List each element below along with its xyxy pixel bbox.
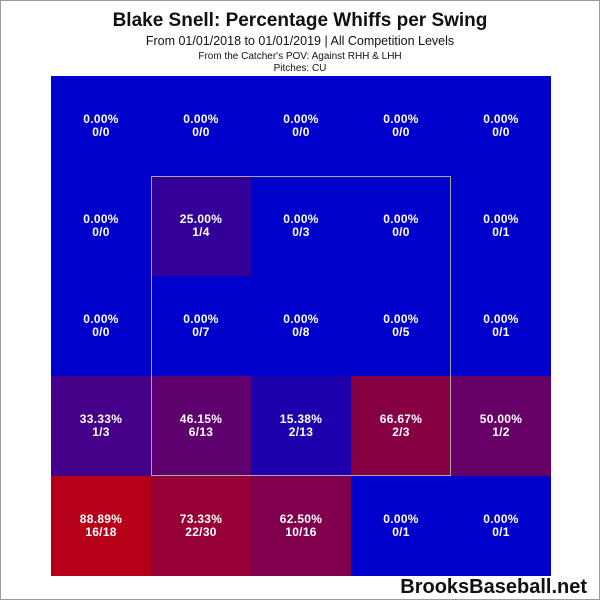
cell-percentage-label: 0.00% [483, 112, 519, 126]
cell-percentage-label: 0.00% [483, 212, 519, 226]
cell-percentage-label: 88.89% [79, 512, 123, 526]
heatmap-cell: 0.00% 0/7 [151, 276, 251, 376]
pov-note: From the Catcher's POV: Against RHH & LH… [198, 51, 402, 62]
cell-count-label: 0/1 [392, 525, 410, 539]
cell-percentage-label: 0.00% [183, 112, 219, 126]
heatmap-cell: 62.50% 10/16 [251, 476, 351, 576]
cell-count-label: 0/0 [92, 225, 110, 239]
heatmap-cell: 0.00% 0/0 [351, 176, 451, 276]
cell-count-label: 0/7 [192, 325, 210, 339]
cell-count-label: 10/16 [285, 525, 317, 539]
cell-percentage-label: 0.00% [483, 312, 519, 326]
pitches-note: Pitches: CU [273, 63, 327, 74]
heatmap-cell: 50.00% 1/2 [451, 376, 551, 476]
cell-count-label: 0/0 [92, 325, 110, 339]
cell-percentage-label: 15.38% [279, 412, 323, 426]
cell-percentage-label: 0.00% [83, 112, 119, 126]
cell-count-label: 6/13 [188, 425, 214, 439]
heatmap-cell: 0.00% 0/0 [351, 76, 451, 176]
cell-percentage-label: 0.00% [383, 212, 419, 226]
cell-count-label: 0/0 [192, 125, 210, 139]
cell-count-label: 0/0 [392, 225, 410, 239]
cell-percentage-label: 50.00% [479, 412, 523, 426]
heatmap-cell: 73.33% 22/30 [151, 476, 251, 576]
cell-count-label: 2/13 [288, 425, 314, 439]
heatmap-cell: 0.00% 0/1 [451, 276, 551, 376]
heatmap-cell: 0.00% 0/1 [451, 476, 551, 576]
cell-count-label: 1/4 [192, 225, 210, 239]
cell-percentage-label: 0.00% [383, 512, 419, 526]
cell-percentage-label: 0.00% [283, 112, 319, 126]
cell-count-label: 0/0 [492, 125, 510, 139]
chart-subtitle: From 01/01/2018 to 01/01/2019 | All Comp… [145, 34, 455, 48]
heatmap-cell: 0.00% 0/0 [51, 276, 151, 376]
watermark: BrooksBaseball.net [400, 576, 587, 598]
cell-count-label: 22/30 [185, 525, 217, 539]
cell-percentage-label: 0.00% [83, 312, 119, 326]
cell-percentage-label: 62.50% [279, 512, 323, 526]
heatmap-cell: 46.15% 6/13 [151, 376, 251, 476]
cell-percentage-label: 0.00% [83, 212, 119, 226]
cell-percentage-label: 0.00% [283, 312, 319, 326]
heatmap-cell: 0.00% 0/0 [251, 76, 351, 176]
cell-percentage-label: 0.00% [383, 312, 419, 326]
cell-percentage-label: 0.00% [183, 312, 219, 326]
cell-count-label: 1/2 [492, 425, 510, 439]
cell-count-label: 0/0 [392, 125, 410, 139]
cell-percentage-label: 0.00% [283, 212, 319, 226]
cell-count-label: 2/3 [392, 425, 410, 439]
heatmap-cell: 0.00% 0/0 [51, 176, 151, 276]
heatmap-cell: 0.00% 0/8 [251, 276, 351, 376]
heatmap-cell: 15.38% 2/13 [251, 376, 351, 476]
heatmap-cell: 33.33% 1/3 [51, 376, 151, 476]
cell-percentage-label: 46.15% [179, 412, 223, 426]
heatmap-cell: 0.00% 0/0 [51, 76, 151, 176]
cell-count-label: 1/3 [92, 425, 110, 439]
cell-count-label: 0/0 [292, 125, 310, 139]
cell-percentage-label: 0.00% [483, 512, 519, 526]
heatmap-cell: 25.00% 1/4 [151, 176, 251, 276]
heatmap-cell: 0.00% 0/0 [451, 76, 551, 176]
chart-title: Blake Snell: Percentage Whiffs per Swing [112, 10, 488, 31]
heatmap-cell: 0.00% 0/5 [351, 276, 451, 376]
heatmap-cell: 0.00% 0/1 [351, 476, 451, 576]
heatmap-cell: 0.00% 0/0 [151, 76, 251, 176]
heatmap-cell: 0.00% 0/3 [251, 176, 351, 276]
cell-count-label: 0/1 [492, 325, 510, 339]
cell-count-label: 0/1 [492, 225, 510, 239]
cell-count-label: 0/3 [292, 225, 310, 239]
cell-percentage-label: 66.67% [379, 412, 423, 426]
heatmap-cell: 66.67% 2/3 [351, 376, 451, 476]
cell-percentage-label: 0.00% [383, 112, 419, 126]
cell-percentage-label: 33.33% [79, 412, 123, 426]
heatmap-grid: 0.00% 0/0 0.00% 0/0 0.00% 0/0 0.00% 0/0 0.00% 0/0… [51, 76, 551, 576]
cell-percentage-label: 73.33% [179, 512, 223, 526]
heatmap-cell: 88.89% 16/18 [51, 476, 151, 576]
cell-count-label: 0/8 [292, 325, 310, 339]
cell-count-label: 0/0 [92, 125, 110, 139]
heatmap-cell: 0.00% 0/1 [451, 176, 551, 276]
cell-count-label: 0/1 [492, 525, 510, 539]
cell-percentage-label: 25.00% [179, 212, 223, 226]
cell-count-label: 0/5 [392, 325, 410, 339]
cell-count-label: 16/18 [85, 525, 117, 539]
